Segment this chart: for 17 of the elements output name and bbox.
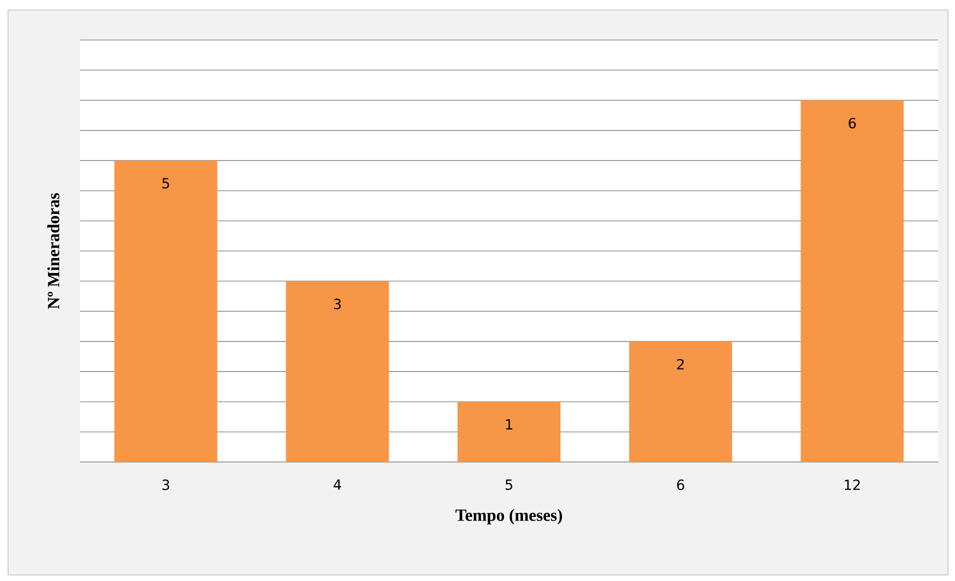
data-label: 1	[506, 419, 512, 430]
bar	[629, 341, 732, 462]
bar	[800, 100, 904, 462]
bar	[114, 160, 218, 462]
x-tick-label: 5	[506, 480, 512, 490]
data-label: 6	[848, 118, 856, 128]
bar	[458, 402, 560, 462]
bar	[286, 281, 389, 462]
y-axis-title: Nº Mineradoras	[47, 193, 60, 309]
x-tick-label: 12	[844, 480, 860, 490]
data-label: 3	[334, 298, 341, 310]
x-axis-title: Tempo (meses)	[456, 508, 562, 524]
x-tick-label: 4	[334, 480, 342, 490]
x-tick-label: 3	[162, 480, 170, 490]
data-label: 5	[162, 178, 170, 189]
data-label: 2	[677, 358, 684, 370]
x-tick-label: 6	[677, 480, 684, 490]
